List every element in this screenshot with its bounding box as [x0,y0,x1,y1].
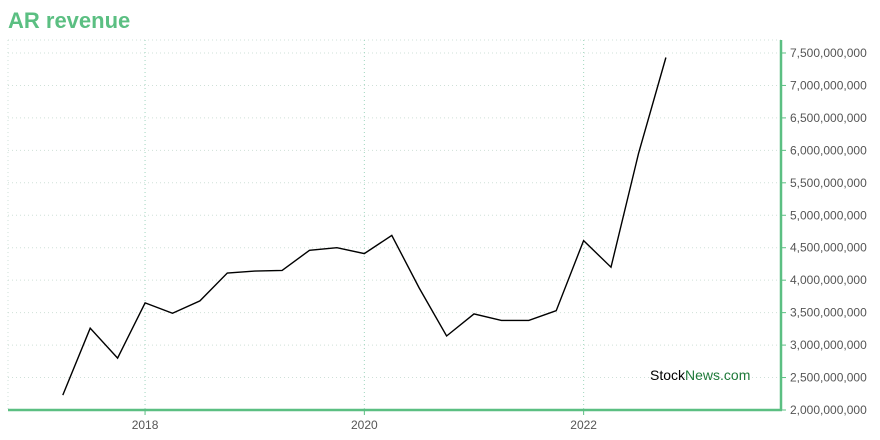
y-tick-label: 6,500,000,000 [790,111,867,125]
y-tick-labels: 2,000,000,000 2,500,000,000 3,000,000,000 3… [790,46,867,417]
y-tick-label: 4,000,000,000 [790,273,867,287]
y-tick-label: 3,500,000,000 [790,306,867,320]
x-tick-labels: 2018 2020 2022 [132,418,598,432]
y-tick-label: 7,500,000,000 [790,46,867,60]
y-tick-label: 7,000,000,000 [790,78,867,92]
watermark-stock: Stock [650,367,686,383]
x-tick-label: 2018 [132,418,159,432]
y-tick-label: 6,000,000,000 [790,143,867,157]
series-line [62,57,667,396]
y-tick-label: 5,500,000,000 [790,176,867,190]
grid [7,39,781,411]
watermark: StockNews.com [650,367,750,383]
y-tick-label: 4,500,000,000 [790,241,867,255]
x-tick-label: 2022 [570,418,597,432]
y-tick-label: 5,000,000,000 [790,208,867,222]
y-tick-label: 2,000,000,000 [790,403,867,417]
axes [8,40,786,415]
x-tick-label: 2020 [351,418,378,432]
y-tick-label: 3,000,000,000 [790,338,867,352]
chart-title: AR revenue [8,8,131,33]
y-tick-label: 2,500,000,000 [790,371,867,385]
watermark-com: .com [720,367,750,383]
watermark-news: News [685,367,720,383]
